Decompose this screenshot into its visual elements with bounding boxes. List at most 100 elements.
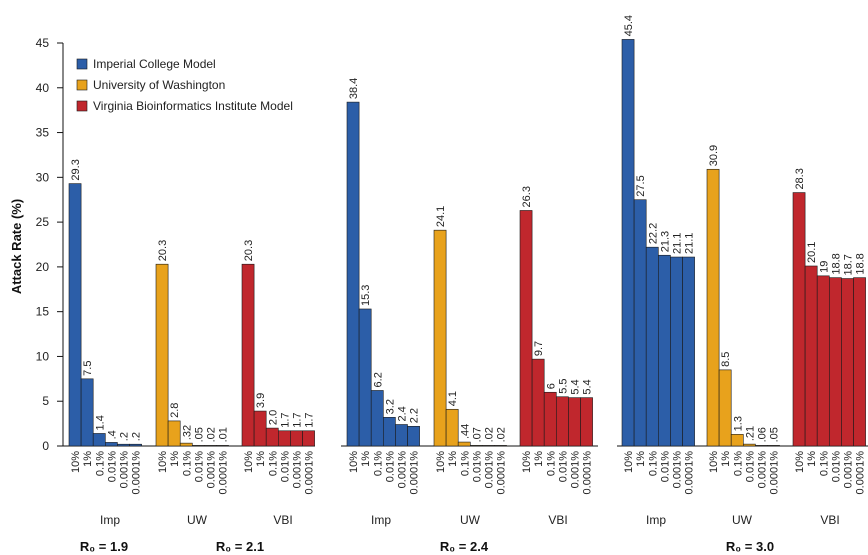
bar-uw [718,369,732,447]
data-label: 2.4 [396,406,408,421]
x-tick-label: 0.0001% [218,451,230,495]
legend-entry: Virginia Bioinformatics Institute Model [93,99,293,113]
model-group-label: Imp [100,513,120,527]
data-label: 1.7 [304,412,316,427]
bar-uw [204,445,217,447]
bar-vbi [555,396,569,447]
x-tick-label: 0.001% [118,451,130,489]
y-tick-label: 0 [42,439,49,453]
x-tick-label: 0.1% [732,451,744,476]
x-tick-label: 0.0001% [409,451,421,495]
bar-vbi [828,277,842,447]
bar-vbi [290,430,303,447]
y-tick-label: 25 [36,215,50,229]
data-label: 20.1 [806,242,818,263]
data-label: 18.8 [830,253,842,274]
y-tick-label: 5 [42,394,49,408]
bar-uw [457,441,471,447]
data-label: 2.8 [169,403,181,418]
x-tick-label: 10% [623,451,635,473]
x-tick-label: 0.001% [205,451,217,489]
x-tick-label: 0.001% [396,451,408,489]
data-label: 1.7 [291,412,303,427]
legend-entry: Imperial College Model [93,57,216,71]
bar-imp [633,199,647,447]
x-tick-label: 10% [794,451,806,473]
bar-vbi [519,210,533,447]
model-group-label: VBI [548,513,567,527]
data-label: 2.2 [409,408,421,423]
bar-imp [382,417,396,447]
data-label: 24.1 [435,206,447,227]
data-label: 29.3 [70,159,82,180]
data-label: .2 [118,432,130,441]
bar-imp [370,390,384,447]
data-label: .02 [205,427,217,442]
bar-uw [179,442,193,447]
labels: 29.3 10% 7.5 1% 1.4 0.1% .4 0.01% .2 0.001% .2 0.00… [70,15,867,554]
bar-vbi [543,391,557,447]
bar-vbi [253,410,267,447]
data-label: 4.1 [447,391,459,406]
data-label: 26.3 [521,186,533,207]
x-tick-label: 0.0001% [496,451,508,495]
data-label: .32 [181,425,193,440]
y-axis-title: Attack Rate (%) [9,199,24,294]
model-group-label: Imp [646,513,666,527]
data-label: 20.3 [243,240,255,261]
x-tick-label: 10% [435,451,447,473]
model-group-label: Imp [371,513,391,527]
x-tick-label: 0.001% [291,451,303,489]
bar-vbi [302,430,315,447]
x-tick-label: 10% [157,451,169,473]
data-label: .07 [471,427,483,442]
data-label: 1.7 [279,412,291,427]
x-tick-label: 0.0001% [855,451,867,495]
x-tick-label: 0.01% [557,451,569,482]
bar-vbi [277,430,291,447]
data-label: 21.1 [684,233,696,254]
x-tick-label: 0.01% [279,451,291,482]
data-label: 21.3 [659,231,671,252]
x-tick-label: 0.1% [545,451,557,476]
data-label: 9.7 [533,341,545,356]
x-tick-label: 0.01% [830,451,842,482]
bars [68,39,866,447]
model-group-label: UW [187,513,208,527]
data-label: 5.5 [557,378,569,393]
bar-vbi [816,275,830,447]
x-tick-label: 1% [635,451,647,467]
bar-uw [433,229,447,447]
data-label: .44 [459,424,471,439]
legend-entry: University of Washington [93,78,225,92]
legend: Imperial College Model University of Wash… [76,57,293,113]
x-tick-label: 0.01% [384,451,396,482]
x-tick-label: 0.1% [267,451,279,476]
data-label: 30.9 [708,145,720,166]
x-tick-label: 0.0001% [582,451,594,495]
bar-vbi [580,397,593,447]
x-tick-label: 0.001% [483,451,495,489]
data-label: 5.4 [569,379,581,394]
bar-uw [706,168,720,447]
y-tick-label: 35 [36,126,50,140]
x-tick-label: 0.01% [659,451,671,482]
data-label: 7.5 [82,361,94,376]
x-tick-label: 1% [82,451,94,467]
bar-uw [216,445,229,447]
model-group-label: UW [732,513,753,527]
data-label: .06 [756,427,768,442]
x-tick-label: 0.1% [647,451,659,476]
data-label: 5.4 [582,379,594,394]
data-label: 2.0 [267,410,279,425]
legend-swatch-uw [76,79,88,91]
x-tick-label: 1% [533,451,545,467]
data-label: 45.4 [623,15,635,36]
bar-vbi [241,263,255,447]
bar-imp [358,308,372,447]
data-label: 18.8 [855,253,867,274]
x-tick-label: 1% [720,451,732,467]
data-label: 1.4 [94,415,106,430]
x-tick-label: 0.001% [842,451,854,489]
